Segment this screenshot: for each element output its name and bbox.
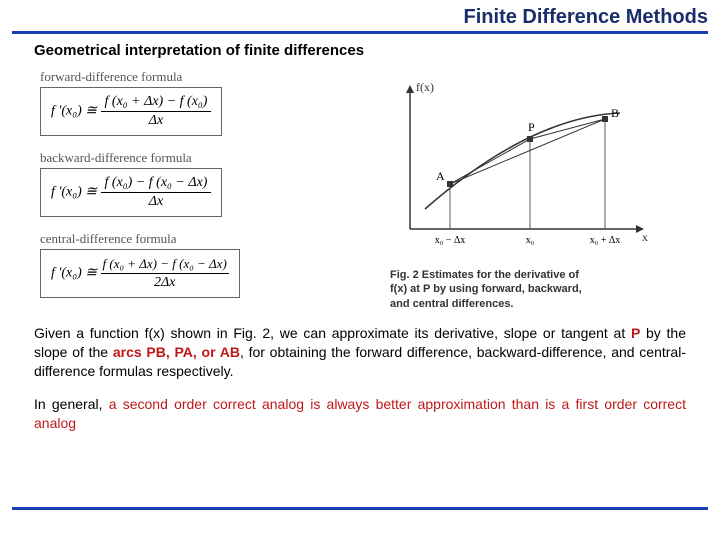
forward-formula: forward-difference formula f '(x₀) ≅ f (… bbox=[40, 69, 340, 136]
svg-text:x₀ + Δx: x₀ + Δx bbox=[590, 235, 621, 246]
forward-den: Δx bbox=[101, 112, 212, 129]
p1-point-p: P bbox=[631, 325, 640, 341]
backward-formula: backward-difference formula f '(x₀) ≅ f … bbox=[40, 150, 340, 217]
forward-label: forward-difference formula bbox=[40, 69, 340, 85]
svg-text:B: B bbox=[611, 106, 619, 120]
footer-underline bbox=[12, 507, 708, 510]
backward-lhs: f '(x₀) ≅ bbox=[51, 185, 97, 200]
figure-column: f(x) x A P Bx₀ − Δx x₀ x₀ + Δx Fig. 2 Estimate… bbox=[360, 69, 700, 312]
section-subtitle: Geometrical interpretation of finite dif… bbox=[0, 34, 720, 65]
figure-caption: Fig. 2 Estimates for the derivative of f… bbox=[360, 264, 700, 311]
central-formula: central-difference formula f '(x₀) ≅ f (… bbox=[40, 231, 340, 298]
forward-box: f '(x₀) ≅ f (x₀ + Δx) − f (x₀) Δx bbox=[40, 87, 222, 136]
formulas-column: forward-difference formula f '(x₀) ≅ f (… bbox=[40, 69, 340, 312]
backward-den: Δx bbox=[101, 193, 212, 210]
svg-text:P: P bbox=[528, 120, 535, 134]
central-label: central-difference formula bbox=[40, 231, 340, 247]
backward-label: backward-difference formula bbox=[40, 150, 340, 166]
central-lhs: f '(x₀) ≅ bbox=[51, 266, 97, 281]
paragraph-1: Given a function f(x) shown in Fig. 2, w… bbox=[0, 312, 720, 381]
svg-text:x₀: x₀ bbox=[526, 235, 535, 246]
caption-bold: Fig. 2 Estimates for the derivative of bbox=[390, 269, 579, 281]
content-row: forward-difference formula f '(x₀) ≅ f (… bbox=[0, 65, 720, 312]
central-den: 2Δx bbox=[101, 274, 229, 291]
forward-num: f (x₀ + Δx) − f (x₀) bbox=[101, 94, 212, 112]
page-title: Finite Difference Methods bbox=[0, 0, 720, 31]
svg-text:f(x): f(x) bbox=[416, 80, 434, 94]
svg-text:x₀ − Δx: x₀ − Δx bbox=[435, 235, 466, 246]
paragraph-2: In general, a second order correct analo… bbox=[0, 381, 720, 433]
svg-text:A: A bbox=[436, 169, 445, 183]
p1-pre: Given a function f(x) shown in Fig. 2, w… bbox=[34, 325, 631, 341]
p1-arcs: arcs PB, PA, or AB bbox=[113, 344, 240, 360]
backward-num: f (x₀) − f (x₀ − Δx) bbox=[101, 175, 212, 193]
central-box: f '(x₀) ≅ f (x₀ + Δx) − f (x₀ − Δx) 2Δx bbox=[40, 249, 240, 298]
backward-box: f '(x₀) ≅ f (x₀) − f (x₀ − Δx) Δx bbox=[40, 168, 222, 217]
p2-pre: In general, bbox=[34, 396, 109, 412]
forward-lhs: f '(x₀) ≅ bbox=[51, 104, 97, 119]
caption-line1: f(x) at P by using forward, backward, bbox=[390, 283, 582, 295]
p2-highlight: a second order correct analog is always … bbox=[34, 396, 686, 431]
svg-text:x: x bbox=[642, 230, 648, 244]
central-num: f (x₀ + Δx) − f (x₀ − Δx) bbox=[101, 256, 229, 274]
caption-line2: and central differences. bbox=[390, 298, 514, 310]
figure-svg: f(x) x A P Bx₀ − Δx x₀ x₀ + Δx bbox=[360, 69, 660, 259]
